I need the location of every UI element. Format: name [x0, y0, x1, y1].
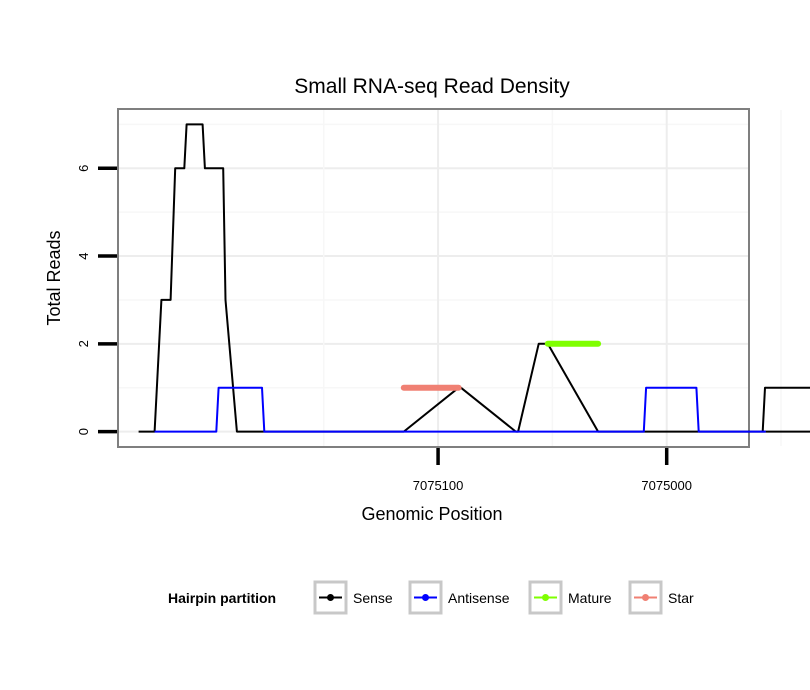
legend-label-mature: Mature [568, 590, 612, 606]
legend-label-star: Star [668, 590, 694, 606]
series-layer [138, 123, 810, 433]
series-line-antisense [154, 386, 766, 433]
legend-label-antisense: Antisense [448, 590, 510, 606]
legend-label-sense: Sense [353, 590, 393, 606]
y-tick-label: 6 [76, 165, 91, 172]
chart-title: Small RNA-seq Read Density [294, 75, 570, 98]
legend: Hairpin partition Sense Antisense Mature St… [168, 580, 694, 615]
y-tick-label: 0 [76, 428, 91, 435]
x-tick-label: 7075000 [641, 478, 692, 493]
y-axis: 0 2 4 6 [76, 165, 117, 435]
legend-title: Hairpin partition [168, 590, 276, 606]
legend-key-point [327, 594, 334, 601]
legend-key-point [642, 594, 649, 601]
legend-key-point [422, 594, 429, 601]
x-tick-label: 7075100 [413, 478, 464, 493]
y-axis-title: Total Reads [44, 230, 64, 325]
y-tick-label: 2 [76, 340, 91, 347]
legend-key-point [542, 594, 549, 601]
plot-panel [117, 108, 750, 448]
y-tick-label: 4 [76, 252, 91, 259]
x-axis-title: Genomic Position [361, 504, 502, 524]
x-axis: 7075100 7075000 [413, 448, 692, 493]
